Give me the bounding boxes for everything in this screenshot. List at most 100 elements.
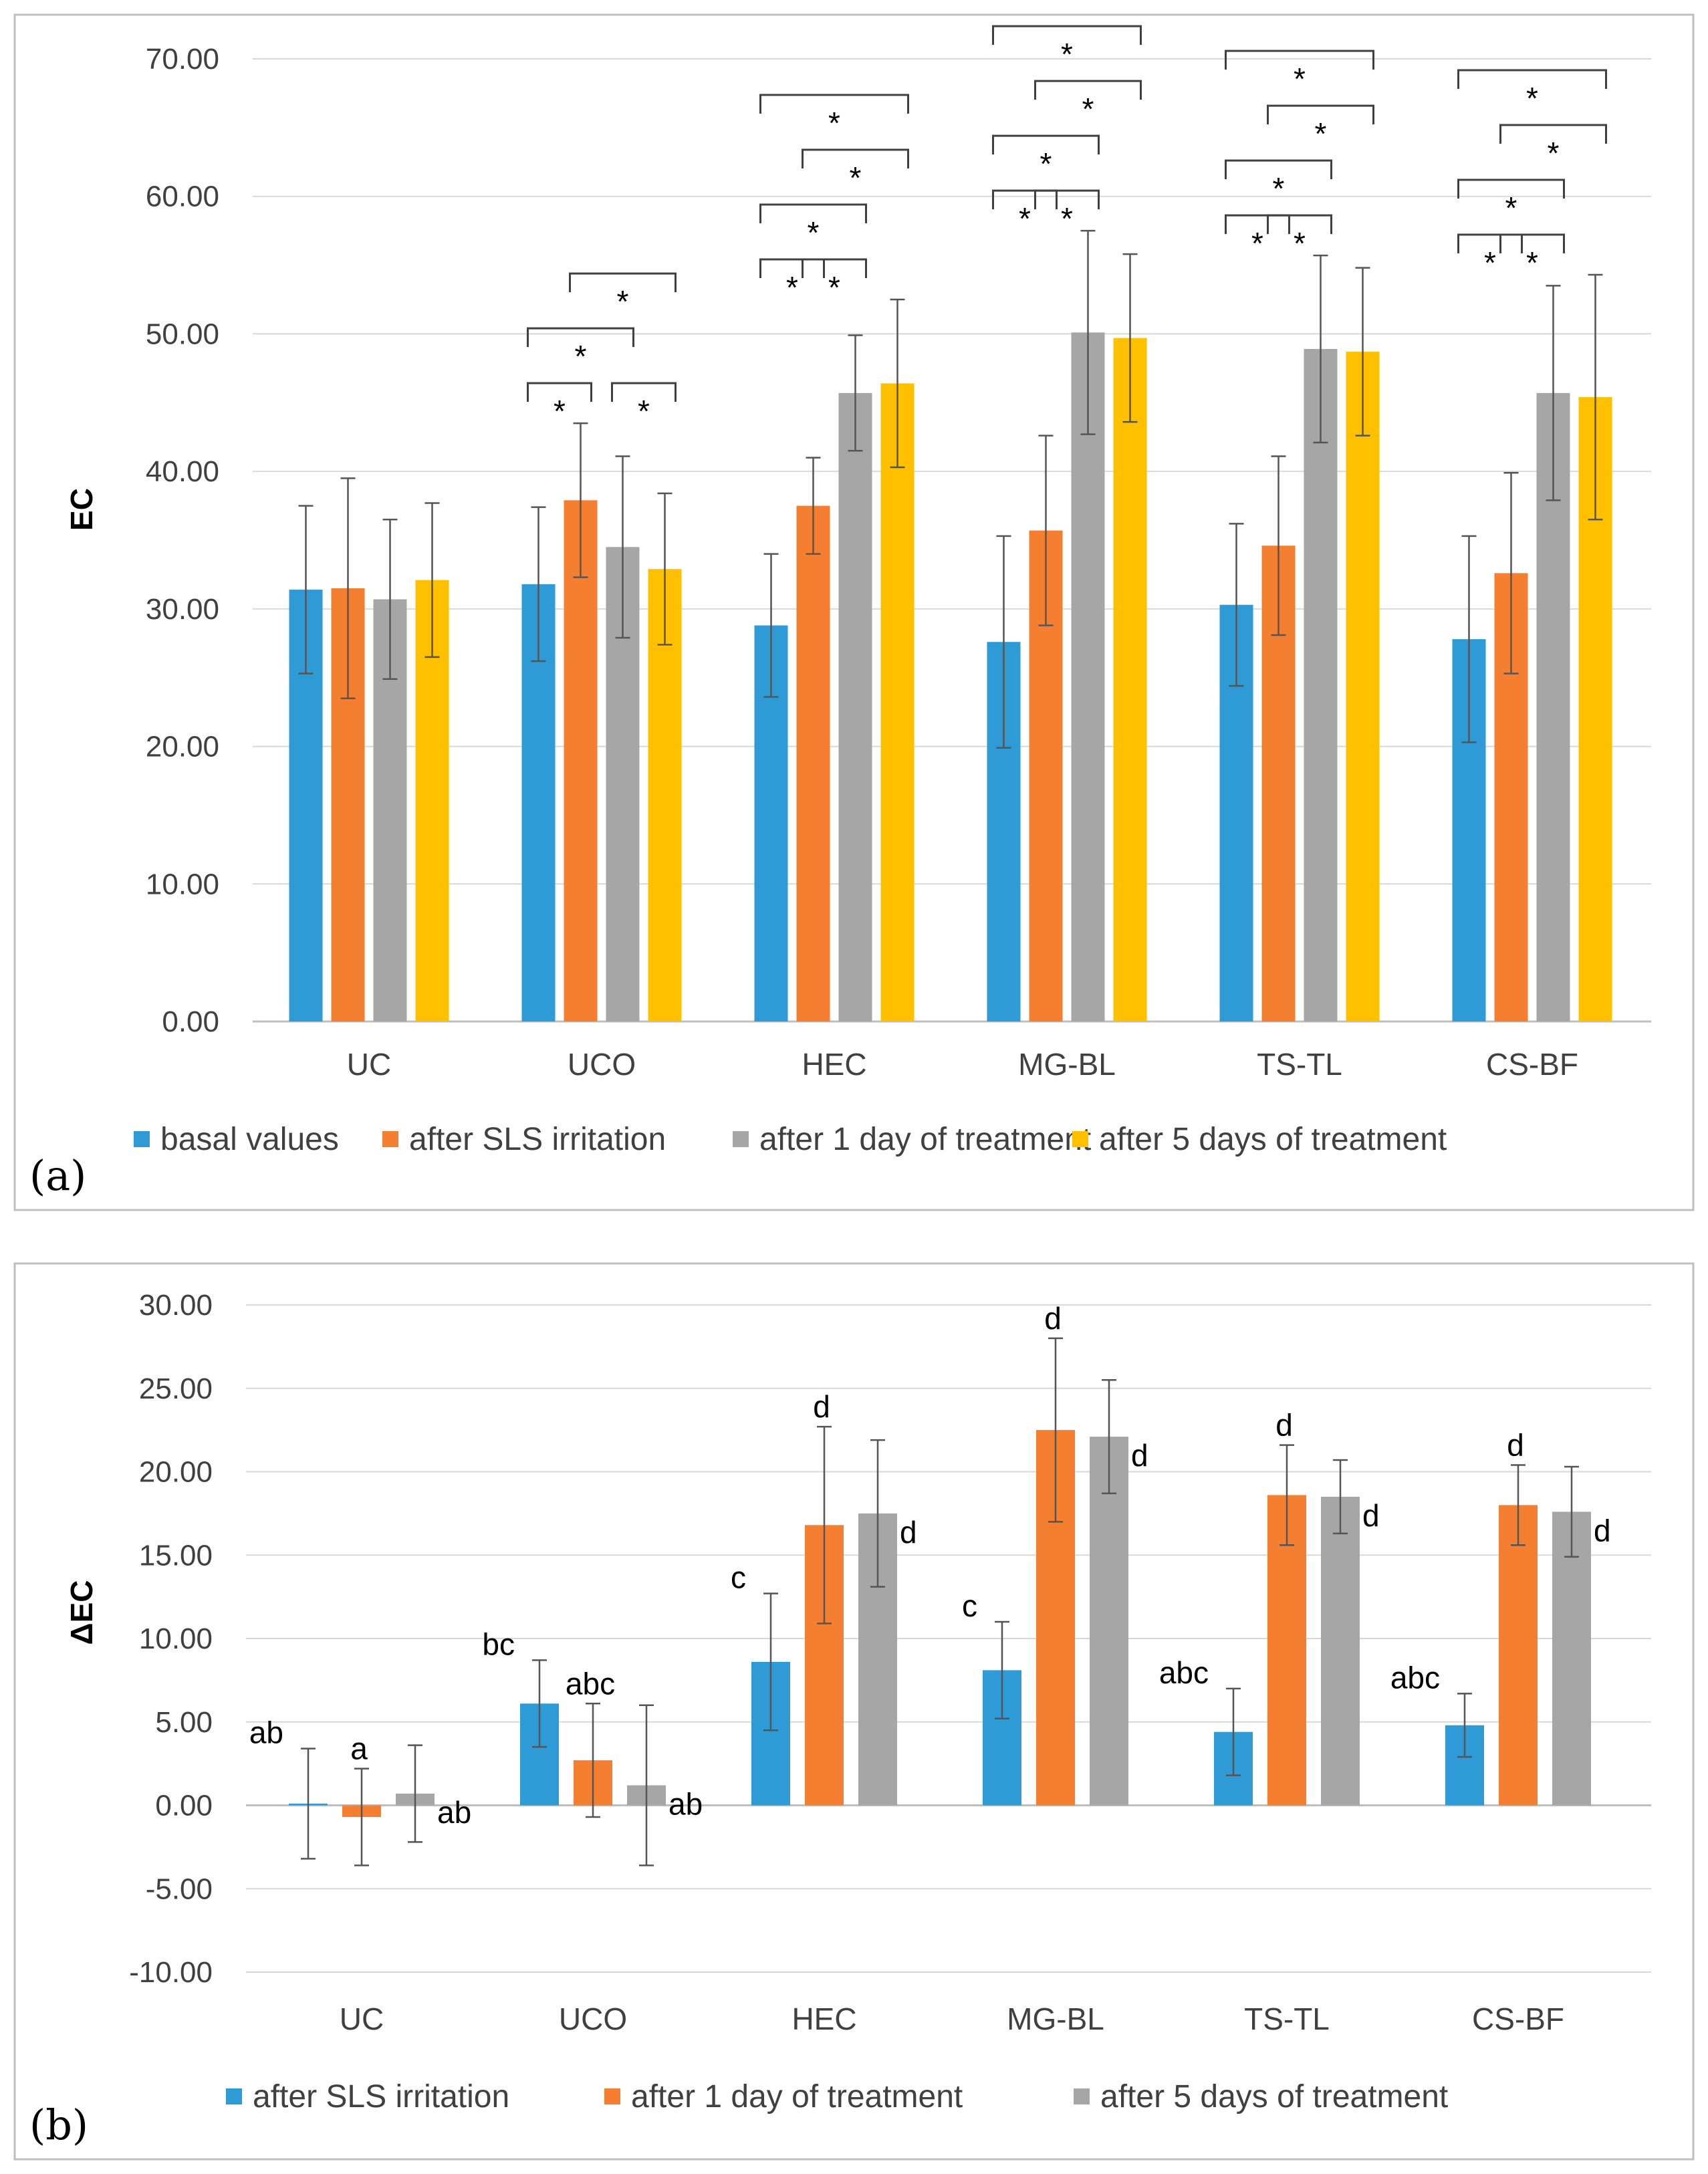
significance-bracket bbox=[992, 25, 1142, 45]
significance-bracket bbox=[1499, 233, 1565, 253]
significance-bracket bbox=[1457, 178, 1565, 199]
significance-bracket bbox=[802, 258, 867, 278]
group-letter: d bbox=[1275, 1408, 1293, 1443]
category-label: UCO bbox=[568, 1047, 636, 1082]
legend-entry: after 1 day of treatment bbox=[759, 1122, 1091, 1157]
category-label: UC bbox=[347, 1047, 391, 1082]
significance-star: * bbox=[1548, 136, 1560, 170]
category-label: CS-BF bbox=[1472, 2002, 1564, 2036]
y-tick-label: 5.00 bbox=[155, 1706, 213, 1739]
significance-bracket bbox=[759, 203, 867, 223]
legend-entry: after 5 days of treatment bbox=[1099, 1122, 1447, 1157]
legend-swatch bbox=[604, 2088, 620, 2104]
significance-star: * bbox=[1526, 81, 1538, 116]
significance-star: * bbox=[828, 270, 840, 305]
legend-entry: after SLS irritation bbox=[253, 2079, 509, 2115]
group-letter: a bbox=[350, 1731, 368, 1766]
panel-a-y-ticks: 0.00 10.00 20.00 30.00 40.00 50.00 60.00 70.00 bbox=[146, 43, 219, 1038]
bar bbox=[880, 383, 914, 1021]
significance-bracket bbox=[1225, 159, 1332, 180]
panel-a-error-bars bbox=[298, 229, 1603, 749]
panel-a-label: (a) bbox=[29, 1151, 86, 1200]
significance-star: * bbox=[828, 106, 840, 140]
significance-bracket bbox=[1499, 124, 1607, 144]
bar bbox=[1071, 332, 1105, 1021]
significance-bracket bbox=[992, 134, 1100, 155]
group-letter: d bbox=[900, 1515, 917, 1550]
group-letter: ab bbox=[668, 1787, 703, 1822]
significance-bracket bbox=[611, 382, 677, 402]
significance-star: * bbox=[1061, 37, 1073, 72]
bar bbox=[564, 500, 598, 1021]
significance-star: * bbox=[1484, 245, 1496, 280]
significance-bracket bbox=[527, 327, 634, 348]
panel-a-x-ticks: UC UCO HEC MG-BL TS-TL CS-BF bbox=[347, 1047, 1578, 1082]
category-label: CS-BF bbox=[1486, 1047, 1578, 1082]
significance-star: * bbox=[1315, 116, 1327, 151]
panel-b-legend: after SLS irritation after 1 day of treat… bbox=[226, 2079, 1448, 2115]
y-tick-label: 20.00 bbox=[146, 731, 219, 763]
y-tick-label: 70.00 bbox=[146, 43, 219, 76]
significance-star: * bbox=[786, 270, 798, 305]
group-letter: ab bbox=[437, 1795, 471, 1830]
y-tick-label: 30.00 bbox=[139, 1289, 213, 1322]
significance-bracket bbox=[1457, 233, 1523, 253]
significance-star: * bbox=[1251, 226, 1263, 261]
bar bbox=[1321, 1496, 1360, 1806]
legend-swatch bbox=[1074, 2088, 1090, 2104]
category-label: HEC bbox=[802, 1047, 866, 1082]
significance-bracket bbox=[1225, 49, 1374, 70]
panel-a-y-label: EC bbox=[64, 488, 99, 531]
panel-a-significance: * *** * ***** ***** ***** **** bbox=[527, 25, 1607, 429]
legend-entry: after SLS irritation bbox=[409, 1122, 666, 1157]
significance-star: * bbox=[1294, 226, 1306, 261]
bar bbox=[1346, 352, 1380, 1021]
significance-bracket bbox=[569, 272, 677, 293]
y-tick-label: 60.00 bbox=[146, 180, 219, 213]
legend-entry: after 5 days of treatment bbox=[1100, 2079, 1448, 2115]
group-letter: d bbox=[1507, 1428, 1524, 1463]
significance-bracket bbox=[1225, 214, 1290, 235]
significance-star: * bbox=[808, 215, 820, 250]
panel-a-bars bbox=[289, 332, 1612, 1022]
panel-b-label: (b) bbox=[29, 2100, 88, 2149]
panel-b-y-ticks: -10.00 -5.00 0.00 5.00 10.00 15.00 20.00 25.00 3… bbox=[129, 1289, 213, 1989]
significance-star: * bbox=[575, 339, 587, 374]
group-letter: c bbox=[731, 1560, 746, 1595]
significance-star: * bbox=[1273, 171, 1285, 206]
group-letter: d bbox=[1594, 1513, 1611, 1548]
group-letter: bc bbox=[482, 1626, 515, 1661]
significance-bracket bbox=[1267, 214, 1332, 235]
group-letter: d bbox=[1131, 1438, 1148, 1473]
category-label: UC bbox=[340, 2002, 384, 2036]
y-tick-label: -5.00 bbox=[146, 1873, 213, 1905]
category-label: TS-TL bbox=[1257, 1047, 1342, 1082]
bar bbox=[1090, 1437, 1128, 1806]
panel-a-gridlines bbox=[253, 58, 1651, 1023]
category-label: MG-BL bbox=[1007, 2002, 1104, 2036]
significance-bracket bbox=[1457, 69, 1607, 89]
significance-bracket bbox=[1034, 189, 1100, 210]
legend-swatch bbox=[226, 2088, 242, 2104]
y-tick-label: 40.00 bbox=[146, 455, 219, 488]
significance-bracket bbox=[1267, 104, 1374, 125]
group-letter: abc bbox=[1390, 1660, 1440, 1695]
significance-star: * bbox=[1505, 191, 1517, 225]
significance-bracket bbox=[992, 189, 1058, 210]
panel-a: 0.0010.0020.0030.0040.0050.0060.0070.00 … bbox=[13, 13, 1695, 1211]
bar bbox=[1304, 349, 1338, 1021]
y-tick-label: 25.00 bbox=[139, 1372, 213, 1405]
significance-star: * bbox=[1082, 92, 1094, 126]
bar bbox=[796, 505, 830, 1021]
significance-bracket bbox=[1034, 80, 1142, 100]
y-tick-label: 50.00 bbox=[146, 318, 219, 350]
significance-star: * bbox=[850, 160, 862, 195]
category-label: MG-BL bbox=[1018, 1047, 1116, 1082]
category-label: UCO bbox=[559, 2002, 627, 2036]
bar bbox=[1552, 1512, 1591, 1806]
group-letter: ab bbox=[249, 1715, 283, 1750]
panel-b-y-label: ΔEC bbox=[64, 1580, 99, 1645]
significance-bracket bbox=[759, 258, 825, 278]
y-tick-label: 0.00 bbox=[155, 1790, 213, 1822]
